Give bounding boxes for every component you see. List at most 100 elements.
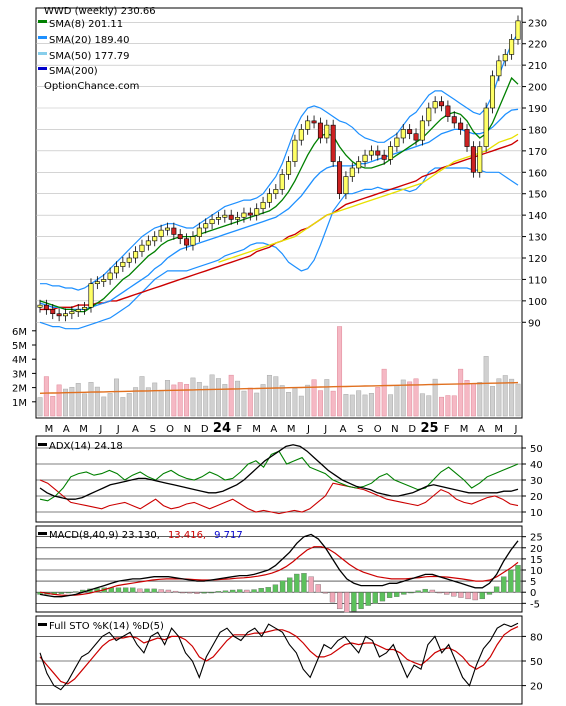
candle-body <box>286 161 292 175</box>
time-axis-label: A <box>63 424 70 435</box>
candle-body <box>43 304 49 310</box>
panel-tick-label: 50 <box>530 657 543 668</box>
candle-body <box>388 146 394 160</box>
price-candles <box>37 15 521 322</box>
time-axis-label: O <box>166 424 174 435</box>
macd-histogram-bar <box>265 587 271 593</box>
volume-bar <box>426 395 432 417</box>
legend-swatch-sma50 <box>38 52 47 55</box>
time-axis-label: J <box>306 424 310 435</box>
macd-histogram-bar <box>486 592 493 595</box>
volume-bar <box>356 390 362 417</box>
candle-body <box>88 283 94 308</box>
time-axis-label: O <box>374 424 382 435</box>
volume-bar <box>439 396 445 417</box>
panel-tick-label: 20 <box>530 682 543 693</box>
volume-bar <box>94 386 100 417</box>
volume-bar <box>324 379 330 417</box>
volume-bars <box>37 326 521 417</box>
price-tick-label: 180 <box>528 125 547 136</box>
macd-histogram-bar <box>493 586 500 593</box>
candle-body <box>311 120 317 124</box>
adx-grid <box>36 447 522 513</box>
volume-bar <box>311 379 317 417</box>
volume-bar <box>50 395 56 417</box>
volume-bar <box>113 378 119 417</box>
volume-bar <box>362 394 368 417</box>
candle-body <box>426 107 432 122</box>
candle-body <box>496 60 502 77</box>
volume-tick-label: 3M <box>12 369 27 380</box>
volume-tick-label: 6M <box>12 327 27 338</box>
panel-tick-label: 20 <box>530 492 543 503</box>
candle-body <box>477 146 483 173</box>
macd-histogram-bar <box>386 592 393 598</box>
candle-body <box>502 54 508 62</box>
volume-bar <box>222 384 228 417</box>
volume-bar <box>69 386 75 417</box>
candle-body <box>62 313 68 317</box>
volume-bar <box>432 378 438 417</box>
macd-histogram-bar <box>501 576 507 593</box>
volume-bar <box>279 385 285 417</box>
volume-bar <box>101 396 107 417</box>
candle-body <box>445 105 451 117</box>
macd-hist-value: 9.717 <box>214 530 243 541</box>
volume-y-axis: 6M 5M 4M 3M 2M 1M <box>12 327 36 409</box>
macd-grid <box>36 536 522 604</box>
price-tick-label: 220 <box>528 40 547 51</box>
candle-body <box>209 219 215 225</box>
volume-bar <box>88 382 94 417</box>
macd-histogram-bar <box>465 592 471 600</box>
macd-histogram-bar <box>322 592 329 594</box>
volume-bar <box>286 392 292 417</box>
candle-body <box>82 306 88 310</box>
sma50-line <box>218 133 519 263</box>
price-tick-label: 170 <box>528 147 547 158</box>
candle-body <box>107 272 113 280</box>
candle-body <box>171 227 177 235</box>
candle-body <box>356 161 362 169</box>
macd-histogram-bar <box>358 592 364 610</box>
volume-bar <box>464 380 470 417</box>
candle-body <box>515 20 521 40</box>
macd-histogram-bar <box>379 592 386 602</box>
candle-body <box>407 129 413 135</box>
volume-bar <box>82 393 88 417</box>
time-axis-label: S <box>357 424 363 435</box>
macd-histogram-bar <box>401 592 407 595</box>
volume-bar <box>368 393 374 417</box>
panel-tick-label: 20 <box>530 544 543 555</box>
volume-bar <box>413 378 419 417</box>
volume-bar <box>209 374 215 417</box>
sto-panel: Full STO %K(14) %D(5) 80 50 20 <box>35 615 543 705</box>
volume-bar <box>37 397 43 417</box>
time-axis-label: M <box>287 424 296 435</box>
macd-histogram-bar <box>165 589 172 593</box>
macd-histogram-bar <box>201 592 207 594</box>
macd-histogram-bar <box>180 592 186 594</box>
time-axis-label: M <box>494 424 503 435</box>
macd-histogram-bar <box>215 591 222 593</box>
macd-title: MACD(8,40,9) 23.130, 13.416, 9.717 <box>49 530 243 541</box>
candle-body <box>164 227 170 231</box>
volume-bar <box>126 393 132 417</box>
candle-body <box>483 107 489 147</box>
macd-histogram-bar <box>158 589 164 593</box>
macd-histogram-bar <box>301 573 307 593</box>
volume-bar <box>298 395 304 417</box>
volume-bar <box>241 390 247 417</box>
volume-bar <box>145 387 151 417</box>
panel-tick-label: 50 <box>530 444 543 455</box>
candle-body <box>266 193 272 203</box>
volume-bar <box>196 382 202 417</box>
price-tick-label: 130 <box>528 233 547 244</box>
sto-title-swatch <box>38 623 47 626</box>
price-panel: WWD (weekly) 230.66 SMA(8) 201.11 SMA(20… <box>12 6 547 419</box>
macd-histogram-bar <box>65 592 72 594</box>
candle-body <box>439 101 445 107</box>
time-axis-label: F <box>236 424 242 435</box>
adx-lines <box>39 444 519 515</box>
candle-body <box>317 122 323 139</box>
